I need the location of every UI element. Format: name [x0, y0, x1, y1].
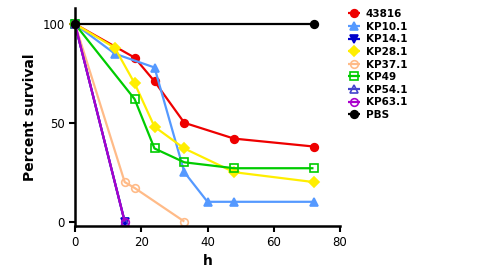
KP28.1 [112, 46, 118, 50]
KP10.1 [310, 200, 316, 204]
Y-axis label: Percent survival: Percent survival [23, 53, 37, 181]
KP10.1 [112, 52, 118, 55]
43816 [72, 22, 78, 26]
KP49 [182, 161, 188, 164]
Line: KP10.1: KP10.1 [71, 20, 318, 206]
KP28.1 [132, 82, 138, 85]
KP10.1 [152, 66, 158, 69]
KP49 [310, 167, 316, 170]
KP49 [231, 167, 237, 170]
KP28.1 [231, 170, 237, 174]
KP28.1 [310, 180, 316, 184]
43816 [310, 145, 316, 148]
KP10.1 [204, 200, 210, 204]
Line: 43816: 43816 [71, 20, 318, 150]
43816 [132, 56, 138, 59]
43816 [182, 121, 188, 125]
KP28.1 [72, 22, 78, 26]
KP37.1 [72, 22, 78, 26]
KP10.1 [231, 200, 237, 204]
KP28.1 [152, 125, 158, 128]
KP28.1 [182, 147, 188, 150]
KP49 [132, 97, 138, 101]
43816 [152, 80, 158, 83]
Legend: 43816, KP10.1, KP14.1, KP28.1, KP37.1, KP49, KP54.1, KP63.1, PBS: 43816, KP10.1, KP14.1, KP28.1, KP37.1, K… [348, 9, 407, 120]
KP49 [152, 147, 158, 150]
KP37.1 [132, 186, 138, 190]
KP10.1 [182, 170, 188, 174]
43816 [231, 137, 237, 140]
X-axis label: h: h [202, 254, 212, 268]
Line: KP49: KP49 [71, 20, 318, 172]
KP37.1 [122, 180, 128, 184]
Line: KP37.1: KP37.1 [71, 20, 188, 226]
KP37.1 [182, 220, 188, 223]
KP49 [72, 22, 78, 26]
Line: KP28.1: KP28.1 [71, 20, 318, 186]
KP10.1 [72, 22, 78, 26]
